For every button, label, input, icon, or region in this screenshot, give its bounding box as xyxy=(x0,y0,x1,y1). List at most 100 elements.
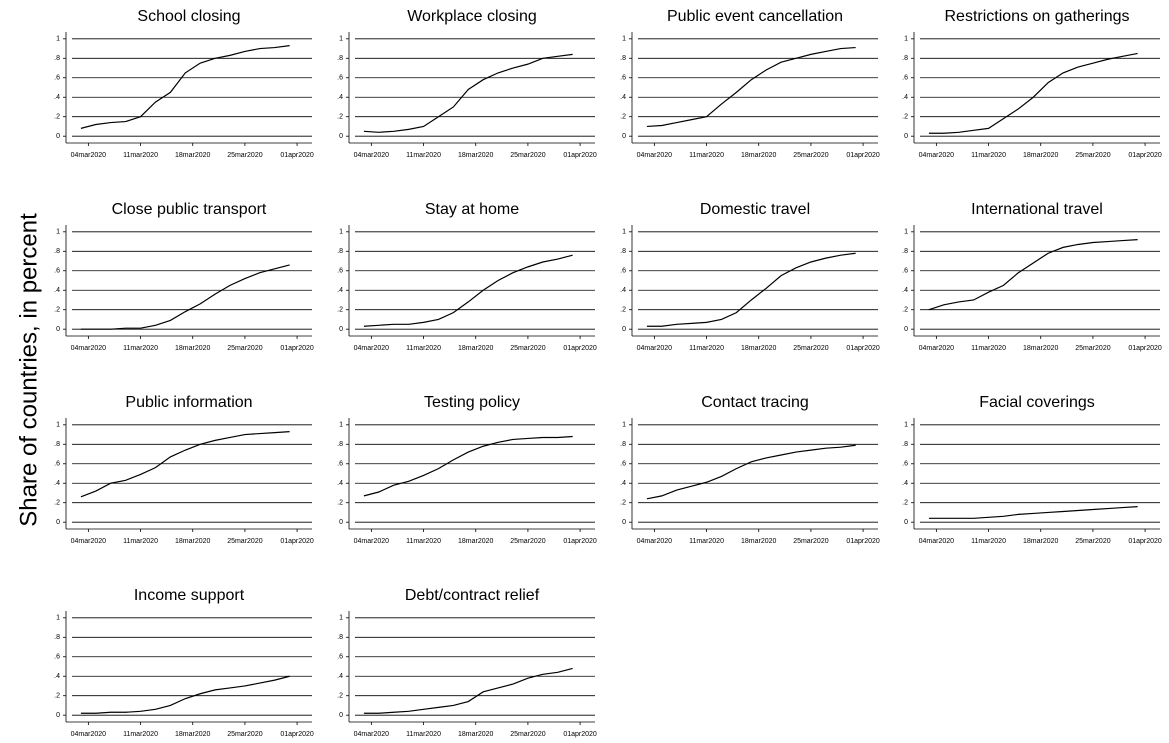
y-tick-label: 1 xyxy=(339,615,343,622)
y-tick-label: 0 xyxy=(904,326,908,333)
x-tick-label: 01apr2020 xyxy=(846,538,880,545)
y-tick-label: .8 xyxy=(902,248,908,255)
y-tick-label: .2 xyxy=(337,500,343,507)
y-tick-label: .8 xyxy=(902,441,908,448)
x-tick-label: 04mar2020 xyxy=(354,152,390,159)
panel-title: International travel xyxy=(971,201,1103,218)
y-tick-label: .8 xyxy=(54,441,60,448)
y-tick-label: .6 xyxy=(337,75,343,82)
y-tick-label: 1 xyxy=(622,36,626,43)
y-tick-label: .8 xyxy=(337,248,343,255)
x-tick-label: 01apr2020 xyxy=(563,152,597,159)
y-tick-label: 1 xyxy=(56,36,60,43)
x-tick-label: 25mar2020 xyxy=(227,538,263,545)
x-tick-label: 04mar2020 xyxy=(919,538,955,545)
x-tick-label: 18mar2020 xyxy=(458,538,494,545)
y-tick-label: .8 xyxy=(620,248,626,255)
x-tick-label: 18mar2020 xyxy=(1023,538,1059,545)
panel-title: Workplace closing xyxy=(407,8,537,25)
data-line xyxy=(80,264,290,330)
x-tick-label: 11mar2020 xyxy=(689,345,724,352)
x-tick-label: 11mar2020 xyxy=(123,538,158,545)
data-line xyxy=(80,431,290,498)
y-tick-label: .2 xyxy=(620,114,626,121)
x-tick-label: 25mar2020 xyxy=(793,152,829,159)
y-tick-label: 0 xyxy=(56,326,60,333)
y-tick-label: .8 xyxy=(54,248,60,255)
y-tick-label: .2 xyxy=(902,500,908,507)
y-tick-label: .8 xyxy=(620,55,626,62)
x-tick-label: 01apr2020 xyxy=(563,345,597,352)
y-tick-label: 0 xyxy=(339,712,343,719)
y-tick-label: .2 xyxy=(54,307,60,314)
y-tick-label: 1 xyxy=(904,422,908,429)
y-tick-label: 1 xyxy=(339,36,343,43)
y-tick-label: .6 xyxy=(337,654,343,661)
x-tick-label: 04mar2020 xyxy=(637,152,673,159)
x-tick-label: 18mar2020 xyxy=(1023,345,1059,352)
x-tick-label: 01apr2020 xyxy=(563,538,597,545)
x-tick-label: 01apr2020 xyxy=(1128,152,1162,159)
y-tick-label: .2 xyxy=(337,693,343,700)
y-tick-label: 1 xyxy=(56,422,60,429)
y-tick-label: .6 xyxy=(902,75,908,82)
data-line xyxy=(928,506,1138,519)
x-tick-label: 25mar2020 xyxy=(510,152,546,159)
panel-title: Facial coverings xyxy=(979,394,1095,411)
x-tick-label: 01apr2020 xyxy=(1128,345,1162,352)
y-tick-label: .4 xyxy=(54,287,60,294)
panel-title: Debt/contract relief xyxy=(405,587,540,604)
y-tick-label: .8 xyxy=(54,55,60,62)
x-tick-label: 25mar2020 xyxy=(510,731,546,738)
y-tick-label: .6 xyxy=(337,268,343,275)
y-tick-label: .8 xyxy=(337,55,343,62)
x-tick-label: 11mar2020 xyxy=(123,731,158,738)
y-tick-label: .8 xyxy=(54,634,60,641)
y-tick-label: 1 xyxy=(622,422,626,429)
y-tick-label: .6 xyxy=(902,461,908,468)
y-tick-label: 0 xyxy=(339,133,343,140)
x-tick-label: 01apr2020 xyxy=(563,731,597,738)
y-tick-label: .2 xyxy=(620,307,626,314)
x-tick-label: 11mar2020 xyxy=(123,345,158,352)
panel-title: Public event cancellation xyxy=(667,8,843,25)
y-tick-label: .4 xyxy=(902,94,908,101)
x-tick-label: 01apr2020 xyxy=(280,345,314,352)
y-tick-label: .2 xyxy=(902,307,908,314)
x-tick-label: 18mar2020 xyxy=(458,152,494,159)
panel-title: Close public transport xyxy=(112,201,267,218)
x-tick-label: 11mar2020 xyxy=(406,731,441,738)
x-tick-label: 25mar2020 xyxy=(227,731,263,738)
y-tick-label: .4 xyxy=(620,480,626,487)
x-tick-label: 01apr2020 xyxy=(280,152,314,159)
y-tick-label: .2 xyxy=(337,114,343,121)
y-tick-label: 0 xyxy=(622,133,626,140)
y-tick-label: .4 xyxy=(54,94,60,101)
x-tick-label: 11mar2020 xyxy=(971,538,1006,545)
x-tick-label: 04mar2020 xyxy=(71,152,107,159)
x-tick-label: 01apr2020 xyxy=(846,345,880,352)
x-tick-label: 25mar2020 xyxy=(793,345,829,352)
y-tick-label: .6 xyxy=(337,461,343,468)
y-tick-label: .2 xyxy=(54,693,60,700)
y-tick-label: .2 xyxy=(54,500,60,507)
x-tick-label: 25mar2020 xyxy=(1075,152,1111,159)
y-tick-label: 0 xyxy=(622,519,626,526)
y-tick-label: 0 xyxy=(56,712,60,719)
panel-title: Income support xyxy=(134,587,245,604)
y-tick-label: .6 xyxy=(54,654,60,661)
y-tick-label: .6 xyxy=(620,461,626,468)
x-tick-label: 11mar2020 xyxy=(406,538,441,545)
x-tick-label: 25mar2020 xyxy=(227,152,263,159)
panel-title: Stay at home xyxy=(425,201,519,218)
x-tick-label: 04mar2020 xyxy=(354,538,390,545)
data-line xyxy=(928,239,1138,311)
data-line xyxy=(928,52,1138,134)
x-tick-label: 11mar2020 xyxy=(971,152,1006,159)
y-tick-label: 1 xyxy=(339,422,343,429)
x-tick-label: 18mar2020 xyxy=(175,152,211,159)
panel-title: Domestic travel xyxy=(700,201,810,218)
y-tick-label: .8 xyxy=(620,441,626,448)
x-tick-label: 01apr2020 xyxy=(280,731,314,738)
y-tick-label: 0 xyxy=(904,519,908,526)
